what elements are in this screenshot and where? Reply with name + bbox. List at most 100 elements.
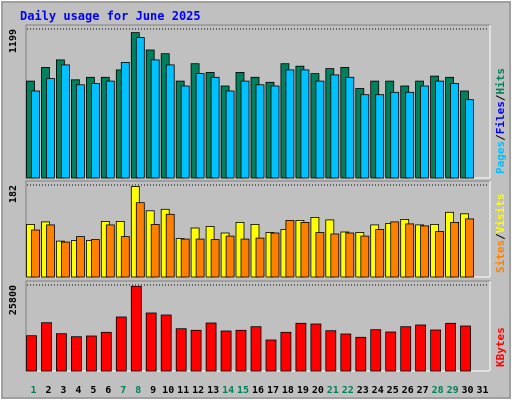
visits-bar-sites-day-26: [405, 223, 415, 278]
kbytes-bar-kbytes-day-16: [250, 326, 262, 372]
visits-bar-sites-day-27: [420, 225, 430, 278]
requests-bar-pages-day-18: [285, 69, 295, 179]
legend-separator: /: [494, 134, 507, 141]
kbytes-bar-kbytes-day-3: [56, 333, 67, 372]
visits-legend: Sites/Visits: [494, 194, 507, 274]
x-tick-label-day-31: 31: [476, 385, 488, 396]
visits-bar-sites-day-28: [435, 231, 445, 278]
x-tick-label-day-29: 29: [447, 385, 459, 396]
requests-bar-pages-day-1: [31, 90, 40, 179]
requests-bar-pages-day-11: [180, 85, 190, 179]
kbytes-bar-kbytes-day-23: [355, 336, 367, 372]
x-tick-label-day-9: 9: [150, 385, 156, 396]
kbytes-bar-kbytes-day-7: [115, 316, 127, 372]
kbytes-bar-kbytes-day-4: [71, 336, 82, 372]
kbytes-bar-kbytes-day-24: [370, 329, 382, 372]
kbytes-bar-kbytes-day-2: [41, 322, 52, 372]
requests-bar-pages-day-2: [46, 78, 55, 179]
kbytes-bar-kbytes-day-11: [175, 328, 187, 372]
visits-bar-sites-day-24: [375, 229, 385, 278]
x-tick-label-day-17: 17: [267, 385, 279, 396]
x-tick-label-day-12: 12: [192, 385, 204, 396]
kbytes-bar-kbytes-day-1: [26, 335, 37, 372]
requests-bar-pages-day-30: [465, 99, 474, 179]
visits-bar-sites-day-16: [255, 237, 265, 278]
kbytes-bar-kbytes-day-21: [325, 330, 337, 372]
x-tick-label-day-4: 4: [75, 385, 81, 396]
legend-kbytes: KBytes: [494, 327, 507, 367]
visits-bar-sites-day-9: [150, 223, 160, 278]
kbytes-bar-kbytes-day-17: [265, 339, 277, 372]
chart-title: Daily usage for June 2025: [20, 9, 201, 23]
visits-bar-sites-day-11: [180, 238, 190, 278]
visits-bar-sites-day-4: [76, 236, 85, 278]
x-tick-label-day-19: 19: [297, 385, 309, 396]
requests-bar-pages-day-5: [91, 83, 100, 179]
x-tick-label-day-21: 21: [327, 385, 339, 396]
visits-bar-sites-day-29: [450, 221, 460, 278]
kbytes-bar-kbytes-day-26: [400, 326, 412, 372]
visits-bar-sites-day-22: [345, 232, 355, 278]
kbytes-bar-kbytes-day-28: [430, 329, 442, 372]
visits-bar-sites-day-13: [210, 239, 220, 278]
kbytes-bar-kbytes-day-10: [160, 314, 172, 372]
requests-bar-pages-day-25: [390, 91, 400, 179]
visits-bar-sites-day-15: [240, 238, 250, 278]
visits-bar-sites-day-2: [46, 224, 55, 278]
x-tick-label-day-6: 6: [105, 385, 111, 396]
kbytes-bar-kbytes-day-6: [100, 331, 112, 372]
legend-files: Files: [494, 101, 507, 134]
x-tick-label-day-10: 10: [162, 385, 174, 396]
visits-bar-sites-day-20: [315, 232, 325, 278]
kbytes-bar-kbytes-day-25: [385, 331, 397, 372]
kbytes-bar-kbytes-day-8: [130, 285, 142, 372]
requests-bar-pages-day-7: [120, 62, 130, 179]
x-tick-label-day-30: 30: [461, 385, 473, 396]
requests-bar-pages-day-20: [315, 80, 325, 179]
visits-bar-sites-day-21: [330, 233, 340, 278]
kbytes-bar-kbytes-day-29: [445, 322, 457, 372]
visits-bar-sites-day-19: [300, 221, 310, 278]
x-tick-label-day-8: 8: [135, 385, 141, 396]
kbytes-bar-kbytes-day-9: [145, 312, 157, 372]
legend-visits: Visits: [494, 194, 507, 234]
x-tick-label-day-1: 1: [30, 385, 36, 396]
visits-bar-sites-day-1: [31, 229, 40, 278]
requests-bar-pages-day-10: [165, 64, 175, 179]
requests-legend: Pages/Files/Hits: [494, 68, 507, 174]
visits-bar-sites-day-7: [120, 236, 130, 278]
visits-bar-sites-day-17: [270, 232, 280, 278]
kbytes-bar-kbytes-day-20: [310, 323, 322, 372]
visits-bar-sites-day-12: [195, 238, 205, 278]
x-tick-label-day-26: 26: [402, 385, 414, 396]
visits-bar-sites-day-14: [225, 235, 235, 278]
kbytes-bar-kbytes-day-30: [460, 325, 471, 372]
x-tick-label-day-20: 20: [312, 385, 324, 396]
kbytes-bar-kbytes-day-5: [86, 335, 97, 372]
visits-bar-sites-day-23: [360, 235, 370, 278]
requests-bar-pages-day-26: [405, 91, 415, 179]
visits-bar-sites-day-3: [61, 241, 70, 278]
legend-hits: Hits: [494, 68, 507, 95]
legend-separator: /: [494, 233, 507, 240]
kbytes-bar-kbytes-day-22: [340, 333, 352, 372]
x-tick-label-day-22: 22: [342, 385, 354, 396]
x-tick-label-day-3: 3: [60, 385, 66, 396]
visits-bar-sites-day-10: [165, 213, 175, 278]
x-tick-label-day-5: 5: [90, 385, 96, 396]
requests-bar-pages-day-17: [270, 85, 280, 179]
x-tick-label-day-7: 7: [120, 385, 126, 396]
requests-bar-pages-day-4: [76, 84, 85, 179]
requests-bar-pages-day-6: [105, 80, 115, 179]
legend-sites: Sites: [494, 240, 507, 273]
kbytes-legend: KBytes: [494, 327, 507, 367]
requests-bar-pages-day-3: [61, 64, 70, 179]
visits-bar-sites-day-6: [105, 224, 115, 278]
visits-bar-sites-day-30: [465, 218, 474, 278]
x-tick-label-day-27: 27: [417, 385, 429, 396]
x-tick-label-day-25: 25: [387, 385, 399, 396]
x-tick-label-day-15: 15: [237, 385, 249, 396]
requests-bar-pages-day-28: [435, 80, 445, 179]
